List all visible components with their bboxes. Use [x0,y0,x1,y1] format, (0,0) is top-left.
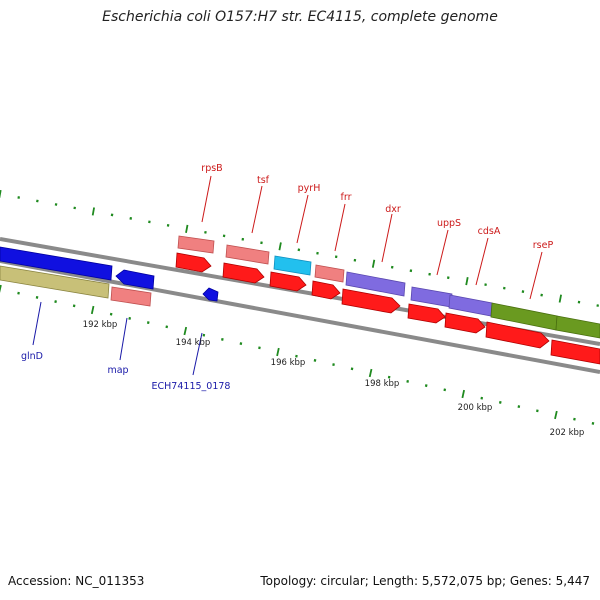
scale-label-198: 198 kbp [365,379,400,389]
inner-tick-track [0,284,595,425]
gene-khaki-long[interactable] [0,265,110,299]
outer-track-tick [446,276,450,280]
label-frr: frr [341,192,352,203]
inner-track-tick [202,333,206,337]
outer-track-tick [204,230,207,234]
gene-red-8[interactable] [485,321,550,349]
label-rseP: rseP [533,240,554,251]
inner-track-tick [146,321,150,325]
inner-track-tick [221,337,224,341]
gene-pyrH[interactable] [273,255,312,276]
outer-track-tick [558,294,562,303]
scale-label-200: 200 kbp [458,403,493,413]
gene-red-2[interactable] [222,262,265,284]
inner-track-tick [258,346,261,350]
scale-label-202: 202 kbp [550,428,585,438]
outer-track-tick [297,248,301,252]
inner-track-tick [54,300,57,304]
gene-dxr[interactable] [345,271,406,297]
gene-blue-long[interactable] [0,246,113,281]
inner-track-tick [536,409,539,413]
label-map: map [107,365,128,376]
inner-track-tick [387,375,391,379]
label-cdsA: cdsA [478,226,501,237]
inner-track-tick [109,312,113,316]
label-rpsB: rpsB [201,163,222,174]
gene-red-4[interactable] [311,280,341,300]
inner-track-tick [35,295,39,299]
outer-track-tick [540,293,543,297]
label-uppS: uppS [437,218,461,229]
inner-track-tick [332,363,335,367]
outer-track-tick [110,213,114,217]
inner-track-tick [350,367,354,371]
gene-map[interactable] [110,286,152,307]
gene-red-3[interactable] [269,271,307,292]
inner-track-tick [406,379,409,383]
gene-rpsB[interactable] [177,235,215,254]
inner-track-tick [128,316,132,320]
inner-track-tick [17,291,20,295]
inner-track-tick [72,304,76,308]
inner-track-tick [276,347,280,357]
inner-track-tick [554,410,558,420]
gene-red-6[interactable] [407,303,446,324]
gene-red-5[interactable] [341,288,401,314]
gene-blue-arrow[interactable] [115,269,155,290]
gene-rseP[interactable] [490,302,600,339]
gene-tsf[interactable] [225,244,270,265]
inner-track-tick [517,405,521,409]
gene-ECH74115_0178[interactable] [202,287,219,302]
inner-track-tick [0,284,2,294]
outer-track-tick [0,189,2,199]
gene-red-9[interactable] [550,339,600,365]
outer-track-tick [185,224,189,233]
scale-label-192: 192 kbp [83,320,118,330]
inner-track-tick [424,384,428,388]
gene-uppS[interactable] [410,286,453,308]
genome-summary-text: Topology: circular; Length: 5,572,075 bp… [260,574,590,588]
inner-track-tick [480,396,484,400]
backbone-inner [0,259,600,374]
label-ECH74115_0178: ECH74115_0178 [152,381,231,392]
label-pyrH: pyrH [298,183,321,194]
accession-text: Accession: NC_011353 [8,574,145,588]
inner-track-tick [165,325,169,329]
inner-track-tick [313,358,317,362]
map-title: Escherichia coli O157:H7 str. EC4115, co… [102,9,498,25]
inner-track-tick [90,305,95,315]
gene-red-1[interactable] [175,252,212,273]
outer-track-tick [521,290,525,294]
gene-cdsA[interactable] [448,294,493,317]
gene-frr[interactable] [314,264,345,283]
outer-track-tick [54,203,58,206]
top-leader-lines [201,175,543,300]
outer-track-tick [371,259,376,268]
outer-track-tick [465,277,469,286]
inner-track-tick [573,417,576,421]
bottom-leader-lines [32,301,203,376]
scale-label-194: 194 kbp [176,338,211,348]
inner-track-tick [591,421,595,425]
inner-track-tick [461,389,465,399]
gene-red-7[interactable] [444,312,486,334]
outer-tick-track [0,189,599,307]
inner-track-tick [368,368,373,378]
inner-track-tick [443,388,447,392]
outer-track-tick [129,216,133,220]
label-tsf: tsf [257,175,270,186]
label-glnD: glnD [21,351,43,362]
outer-track-tick [278,242,282,251]
inner-track-tick [295,354,298,358]
outer-track-tick [36,199,39,203]
outer-track-tick [91,207,95,216]
inner-track-tick [183,326,188,336]
scale-label-196: 196 kbp [271,358,306,368]
label-dxr: dxr [385,204,401,215]
inner-track-tick [239,342,243,346]
inner-track-tick [498,400,502,404]
